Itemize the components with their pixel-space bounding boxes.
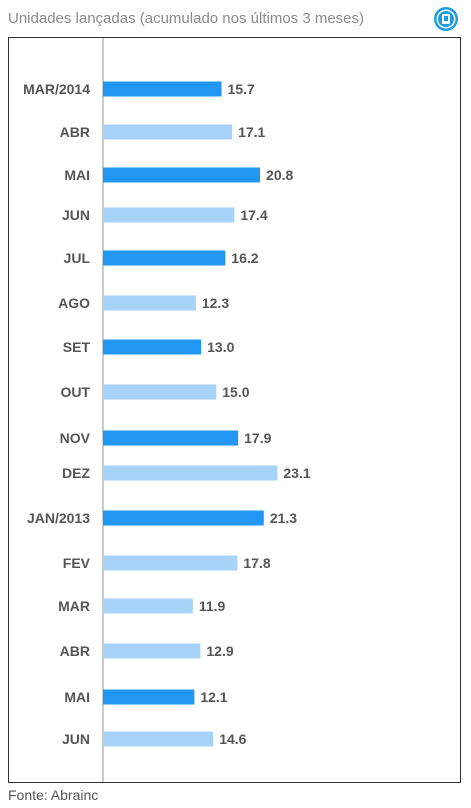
bar — [103, 295, 196, 311]
value-label: 13.0 — [207, 339, 234, 355]
value-label: 12.3 — [202, 295, 229, 311]
bar — [103, 339, 202, 355]
bar — [103, 124, 233, 140]
bar — [103, 598, 193, 614]
category-label: JUL — [64, 250, 91, 266]
value-label: 17.8 — [243, 555, 270, 571]
bar — [103, 250, 226, 266]
category-label: SET — [63, 339, 91, 355]
value-label: 12.1 — [200, 689, 227, 705]
category-label: MAI — [64, 167, 90, 183]
category-label: ABR — [60, 643, 90, 659]
bar — [103, 510, 264, 526]
chart-title: Unidades lançadas (acumulado nos últimos… — [8, 10, 365, 27]
category-label: MAI — [64, 689, 90, 705]
value-label: 14.6 — [219, 731, 246, 747]
bar — [103, 555, 238, 571]
value-label: 17.1 — [238, 124, 265, 140]
bar — [103, 643, 201, 659]
bar — [103, 430, 239, 446]
value-label: 21.3 — [270, 510, 297, 526]
source-note: Fonte: Abrainc — [8, 787, 99, 803]
value-label: 23.1 — [283, 465, 310, 481]
category-label: DEZ — [62, 465, 90, 481]
value-label: 17.9 — [244, 430, 271, 446]
category-label: FEV — [63, 555, 91, 571]
bar — [103, 207, 235, 223]
category-label: MAR — [58, 598, 90, 614]
category-label: OUT — [60, 384, 90, 400]
bar — [103, 167, 261, 183]
category-label: MAR/2014 — [23, 81, 90, 97]
bar — [103, 81, 222, 97]
bar — [103, 384, 217, 400]
value-label: 16.2 — [231, 250, 258, 266]
category-label: ABR — [60, 124, 90, 140]
category-label: JAN/2013 — [27, 510, 90, 526]
logo-icon — [434, 7, 458, 31]
bar — [103, 689, 195, 705]
value-label: 11.9 — [199, 598, 226, 614]
value-label: 15.0 — [222, 384, 249, 400]
category-label: JUN — [62, 731, 90, 747]
value-label: 17.4 — [240, 207, 267, 223]
category-label: NOV — [60, 430, 91, 446]
category-label: AGO — [58, 295, 90, 311]
value-label: 12.9 — [206, 643, 233, 659]
bar — [103, 731, 214, 747]
category-label: JUN — [62, 207, 90, 223]
bar — [103, 465, 278, 481]
value-label: 15.7 — [228, 81, 255, 97]
value-label: 20.8 — [266, 167, 293, 183]
chart-frame — [8, 37, 461, 783]
